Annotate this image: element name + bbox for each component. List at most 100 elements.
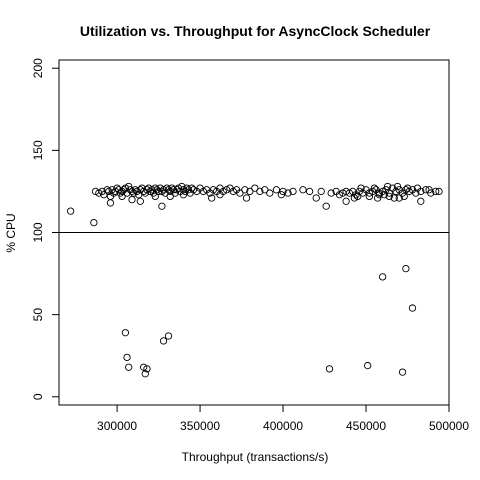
data-point [425, 186, 433, 194]
data-point [383, 182, 392, 191]
data-point [136, 197, 144, 205]
data-point [246, 187, 254, 196]
data-point [417, 197, 425, 205]
data-point [164, 186, 173, 194]
data-point [241, 186, 249, 194]
data-point [373, 194, 382, 202]
data-point [325, 365, 334, 373]
data-point [135, 191, 143, 199]
data-point [289, 187, 297, 196]
data-point [159, 337, 168, 345]
data-point [395, 194, 403, 202]
data-point [354, 192, 362, 201]
data-point [158, 202, 166, 210]
data-point [229, 187, 237, 196]
data-point [378, 273, 387, 281]
data-point [385, 189, 393, 197]
data-point [398, 368, 407, 376]
data-point [385, 192, 393, 201]
data-point [216, 191, 224, 199]
data-point [166, 192, 174, 201]
data-point [179, 186, 188, 194]
data-point [128, 195, 136, 204]
y-axis-label: % CPU [4, 213, 18, 252]
data-point [327, 189, 335, 197]
data-point [272, 186, 281, 194]
data-point [139, 363, 148, 371]
data-point [151, 192, 159, 201]
data-point [435, 187, 443, 196]
data-point [143, 365, 151, 373]
data-point [179, 191, 188, 199]
data-point [164, 332, 173, 340]
data-point [299, 186, 307, 194]
data-point [199, 187, 208, 196]
x-tick-label: 300000 [97, 419, 137, 433]
data-point [143, 186, 151, 194]
y-tick-label: 100 [31, 222, 45, 242]
data-point [403, 184, 412, 192]
data-point [141, 370, 149, 378]
data-point [364, 361, 372, 370]
y-tick-label: 0 [31, 393, 45, 400]
data-point [121, 329, 130, 337]
data-point [284, 189, 292, 197]
data-point [335, 191, 344, 199]
data-point [256, 187, 264, 196]
data-point [432, 187, 440, 196]
data-point [412, 189, 420, 197]
data-point [123, 353, 131, 362]
y-tick-label: 200 [31, 58, 45, 78]
data-point [188, 184, 196, 192]
data-point [222, 186, 231, 194]
chart-title: Utilization vs. Throughput for AsyncCloc… [80, 23, 431, 39]
data-point [251, 184, 259, 192]
data-point [422, 186, 430, 194]
y-tick-label: 50 [31, 308, 45, 322]
data-point [158, 187, 166, 196]
data-point [95, 189, 103, 197]
data-point [66, 207, 75, 215]
data-point [125, 363, 133, 371]
data-point [342, 197, 350, 205]
x-tick-label: 500000 [429, 419, 469, 433]
x-tick-label: 400000 [263, 419, 303, 433]
data-point [305, 187, 314, 196]
data-point [90, 218, 98, 227]
data-point [208, 194, 216, 202]
data-point [408, 304, 417, 312]
data-point [277, 191, 286, 199]
data-point [312, 194, 320, 202]
data-point [375, 189, 383, 197]
data-point [365, 189, 373, 197]
data-point [365, 192, 373, 201]
data-point [189, 186, 198, 194]
x-axis-label: Throughput (transactions/s) [182, 450, 329, 464]
data-point [209, 186, 217, 194]
data-point [183, 184, 191, 192]
data-point [236, 189, 244, 197]
y-axis: 0 50 100 150 200 [31, 58, 60, 400]
data-point [345, 189, 354, 197]
data-point [392, 187, 400, 196]
data-point [393, 182, 402, 191]
data-point [242, 194, 251, 202]
plot-area [59, 182, 449, 378]
data-point [402, 264, 410, 273]
data-point [266, 189, 274, 197]
data-point [261, 186, 269, 194]
x-tick-label: 450000 [346, 419, 386, 433]
data-point [400, 192, 408, 201]
x-tick-label: 350000 [180, 419, 220, 433]
data-point [131, 186, 139, 194]
data-point [322, 202, 330, 210]
x-axis: 300000 350000 400000 450000 500000 [97, 404, 469, 433]
data-point [413, 184, 422, 192]
data-point [118, 192, 126, 201]
data-point [390, 194, 398, 202]
data-point [121, 184, 130, 192]
data-point [146, 187, 154, 196]
data-point [317, 187, 325, 196]
data-point [380, 191, 388, 199]
data-point [106, 199, 115, 207]
